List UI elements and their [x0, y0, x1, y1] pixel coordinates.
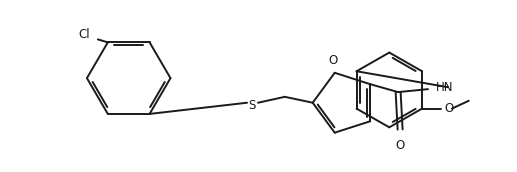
Text: O: O — [396, 139, 405, 152]
Text: O: O — [444, 102, 453, 115]
Text: HN: HN — [436, 81, 453, 94]
Text: O: O — [328, 54, 337, 67]
Text: S: S — [248, 99, 256, 112]
Text: Cl: Cl — [78, 28, 90, 41]
